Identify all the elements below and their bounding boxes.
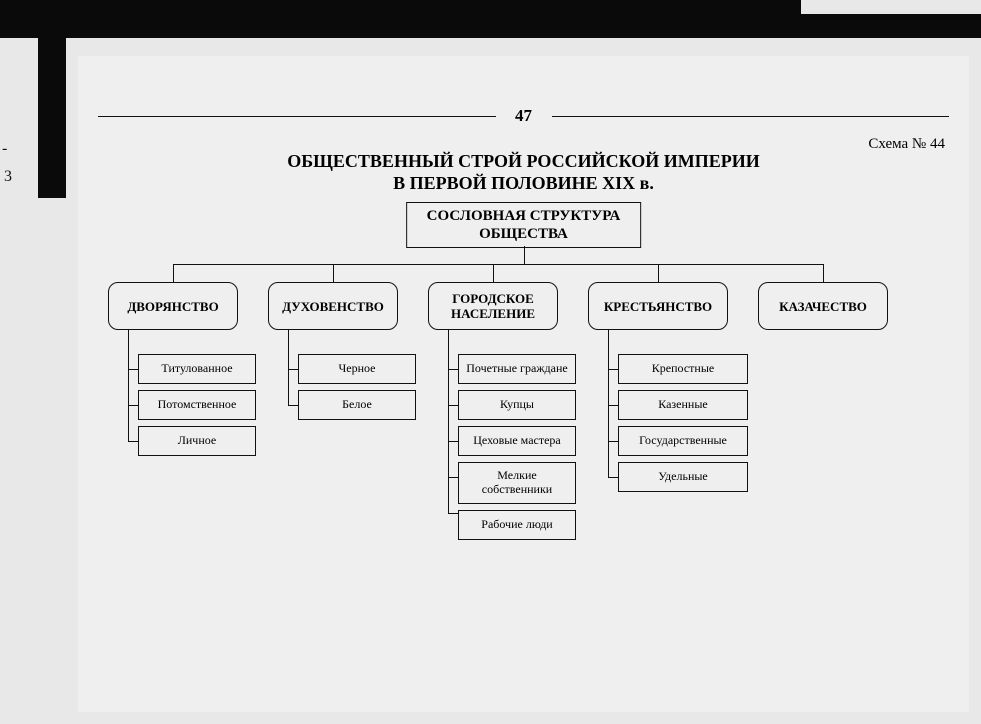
page-body: 47 Схема № 44 ОБЩЕСТВЕННЫЙ СТРОЙ РОССИЙС…	[78, 56, 969, 712]
sub-node: Казенные	[618, 390, 748, 420]
connector-branch	[658, 264, 659, 282]
category-node: КРЕСТЬЯНСТВО	[588, 282, 728, 330]
page-title-line2: В ПЕРВОЙ ПОЛОВИНЕ XIX в.	[78, 173, 969, 194]
root-label-line2: ОБЩЕСТВА	[427, 225, 621, 243]
sub-column: Черное Белое	[298, 354, 416, 426]
scan-artifact-left	[38, 38, 66, 198]
connector-tick	[288, 405, 298, 406]
margin-number: 3	[4, 168, 12, 186]
sub-node: Белое	[298, 390, 416, 420]
connector-tick	[288, 369, 298, 370]
sub-node: Личное	[138, 426, 256, 456]
connector-tick	[608, 405, 618, 406]
connector-tick	[608, 477, 618, 478]
scan-artifact-top	[0, 0, 981, 38]
connector-branch	[173, 264, 174, 282]
sub-node: Потомственное	[138, 390, 256, 420]
connector-category-vertical	[128, 330, 129, 441]
page-number: 47	[515, 106, 532, 126]
connector-horizontal	[173, 264, 823, 265]
sub-node: Рабочие люди	[458, 510, 576, 540]
connector-category-vertical	[448, 330, 449, 513]
connector-category-vertical	[608, 330, 609, 477]
connector-tick	[448, 369, 458, 370]
category-node: КАЗАЧЕСТВО	[758, 282, 888, 330]
sub-node: Почетные граждане	[458, 354, 576, 384]
scheme-label: Схема № 44	[868, 136, 945, 153]
connector-tick	[128, 441, 138, 442]
root-label-line1: СОСЛОВНАЯ СТРУКТУРА	[427, 207, 621, 225]
connector-tick	[448, 441, 458, 442]
sub-node: Купцы	[458, 390, 576, 420]
sub-column: Почетные граждане Купцы Цеховые мастера Мел…	[458, 354, 576, 546]
connector-branch	[823, 264, 824, 282]
connector-tick	[128, 369, 138, 370]
connector-branch	[333, 264, 334, 282]
sub-node: Цеховые мастера	[458, 426, 576, 456]
rule-left	[98, 116, 496, 117]
sub-node: Черное	[298, 354, 416, 384]
connector-tick	[608, 369, 618, 370]
root-node: СОСЛОВНАЯ СТРУКТУРА ОБЩЕСТВА	[406, 202, 642, 248]
margin-dash: -	[2, 140, 7, 158]
sub-node: Мелкие собственники	[458, 462, 576, 504]
connector-root-vertical	[524, 246, 525, 264]
sub-column: Крепостные Казенные Государственные Удельны…	[618, 354, 748, 498]
rule-right	[552, 116, 950, 117]
sub-node: Государственные	[618, 426, 748, 456]
connector-tick	[608, 441, 618, 442]
sub-node: Титулованное	[138, 354, 256, 384]
category-node: ДУХОВЕНСТВО	[268, 282, 398, 330]
page-title-line1: ОБЩЕСТВЕННЫЙ СТРОЙ РОССИЙСКОЙ ИМПЕРИИ	[78, 150, 969, 173]
category-node: ДВОРЯНСТВО	[108, 282, 238, 330]
category-node: ГОРОДСКОЕ НАСЕЛЕНИЕ	[428, 282, 558, 330]
connector-branch	[493, 264, 494, 282]
sub-node: Удельные	[618, 462, 748, 492]
connector-category-vertical	[288, 330, 289, 405]
header-rule: 47	[78, 104, 969, 132]
connector-tick	[448, 513, 458, 514]
hierarchy-diagram: СОСЛОВНАЯ СТРУКТУРА ОБЩЕСТВА ДВОРЯНСТВО Т…	[98, 202, 949, 702]
sub-node: Крепостные	[618, 354, 748, 384]
connector-tick	[128, 405, 138, 406]
sub-column: Титулованное Потомственное Личное	[138, 354, 256, 462]
connector-tick	[448, 477, 458, 478]
connector-tick	[448, 405, 458, 406]
